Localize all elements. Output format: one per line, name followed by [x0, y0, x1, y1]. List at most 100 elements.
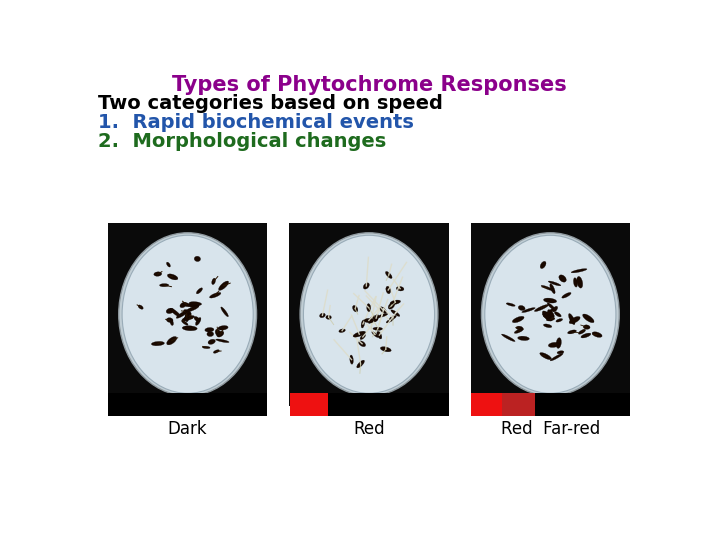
Text: Two categories based on speed: Two categories based on speed [99, 94, 444, 113]
Ellipse shape [207, 332, 214, 336]
Ellipse shape [356, 360, 364, 368]
Ellipse shape [376, 314, 388, 318]
Ellipse shape [216, 339, 229, 342]
Ellipse shape [390, 315, 396, 320]
Ellipse shape [482, 233, 619, 396]
Ellipse shape [485, 235, 616, 393]
Ellipse shape [188, 303, 199, 307]
Ellipse shape [552, 306, 558, 312]
Ellipse shape [359, 341, 366, 347]
Ellipse shape [197, 288, 202, 294]
Ellipse shape [184, 314, 191, 320]
Ellipse shape [513, 316, 524, 323]
Ellipse shape [522, 308, 535, 313]
Ellipse shape [556, 319, 562, 322]
Text: Dark: Dark [168, 420, 207, 438]
Ellipse shape [350, 355, 354, 364]
Ellipse shape [182, 326, 197, 330]
Ellipse shape [373, 327, 382, 330]
Ellipse shape [189, 302, 202, 306]
Ellipse shape [154, 272, 162, 276]
Text: Red: Red [354, 420, 384, 438]
Ellipse shape [573, 278, 577, 287]
Bar [471, 393, 630, 416]
Ellipse shape [582, 314, 594, 323]
Ellipse shape [550, 284, 555, 294]
Ellipse shape [360, 334, 366, 340]
Ellipse shape [364, 319, 374, 322]
Ellipse shape [546, 318, 555, 321]
Ellipse shape [320, 313, 325, 318]
Ellipse shape [176, 310, 189, 318]
Ellipse shape [369, 319, 378, 323]
Ellipse shape [219, 281, 229, 291]
Ellipse shape [194, 316, 199, 322]
Ellipse shape [166, 262, 171, 267]
Ellipse shape [547, 303, 556, 311]
Ellipse shape [166, 308, 174, 314]
Ellipse shape [205, 328, 214, 332]
Text: Types of Phytochrome Responses: Types of Phytochrome Responses [171, 75, 567, 95]
Ellipse shape [583, 325, 590, 329]
Ellipse shape [581, 333, 591, 338]
Ellipse shape [166, 336, 177, 345]
Ellipse shape [217, 331, 224, 337]
Ellipse shape [514, 329, 523, 333]
Ellipse shape [554, 312, 561, 317]
Ellipse shape [569, 316, 580, 323]
Ellipse shape [208, 339, 215, 345]
Ellipse shape [180, 302, 186, 308]
Text: 1.  Rapid biochemical events: 1. Rapid biochemical events [99, 113, 414, 132]
Ellipse shape [364, 283, 369, 289]
Ellipse shape [544, 308, 554, 317]
Ellipse shape [303, 235, 435, 393]
Ellipse shape [202, 346, 210, 349]
Ellipse shape [369, 315, 374, 323]
Ellipse shape [386, 318, 394, 323]
Ellipse shape [196, 318, 201, 326]
Ellipse shape [377, 332, 382, 339]
Ellipse shape [518, 306, 525, 310]
Ellipse shape [386, 286, 390, 294]
Ellipse shape [592, 332, 602, 338]
Ellipse shape [218, 326, 228, 330]
Ellipse shape [562, 293, 571, 298]
Ellipse shape [184, 309, 192, 315]
Ellipse shape [557, 351, 564, 354]
Ellipse shape [166, 318, 173, 322]
Ellipse shape [542, 311, 552, 321]
Ellipse shape [210, 293, 221, 298]
Ellipse shape [182, 315, 194, 321]
Ellipse shape [181, 320, 188, 325]
Ellipse shape [212, 278, 215, 285]
Ellipse shape [548, 281, 561, 286]
Ellipse shape [215, 329, 220, 336]
Text: 2.  Morphological changes: 2. Morphological changes [99, 132, 387, 151]
Ellipse shape [326, 315, 331, 319]
Ellipse shape [541, 285, 554, 291]
Ellipse shape [516, 326, 523, 330]
Bar [502, 393, 535, 416]
Bar [289, 223, 449, 406]
Ellipse shape [543, 314, 550, 320]
Bar [289, 393, 449, 416]
Ellipse shape [353, 331, 366, 337]
Ellipse shape [160, 284, 168, 287]
Ellipse shape [372, 332, 378, 338]
Ellipse shape [221, 307, 228, 317]
Ellipse shape [361, 320, 364, 328]
Ellipse shape [339, 329, 346, 333]
Ellipse shape [353, 306, 358, 312]
Ellipse shape [569, 314, 575, 325]
Ellipse shape [213, 350, 220, 353]
Ellipse shape [170, 320, 174, 326]
Ellipse shape [185, 313, 189, 322]
Text: Red  Far-red: Red Far-red [500, 420, 600, 438]
Ellipse shape [186, 306, 199, 312]
Ellipse shape [138, 305, 143, 309]
Ellipse shape [549, 342, 559, 347]
Ellipse shape [385, 272, 392, 279]
Ellipse shape [390, 300, 400, 305]
Ellipse shape [518, 336, 529, 341]
Ellipse shape [122, 235, 253, 393]
